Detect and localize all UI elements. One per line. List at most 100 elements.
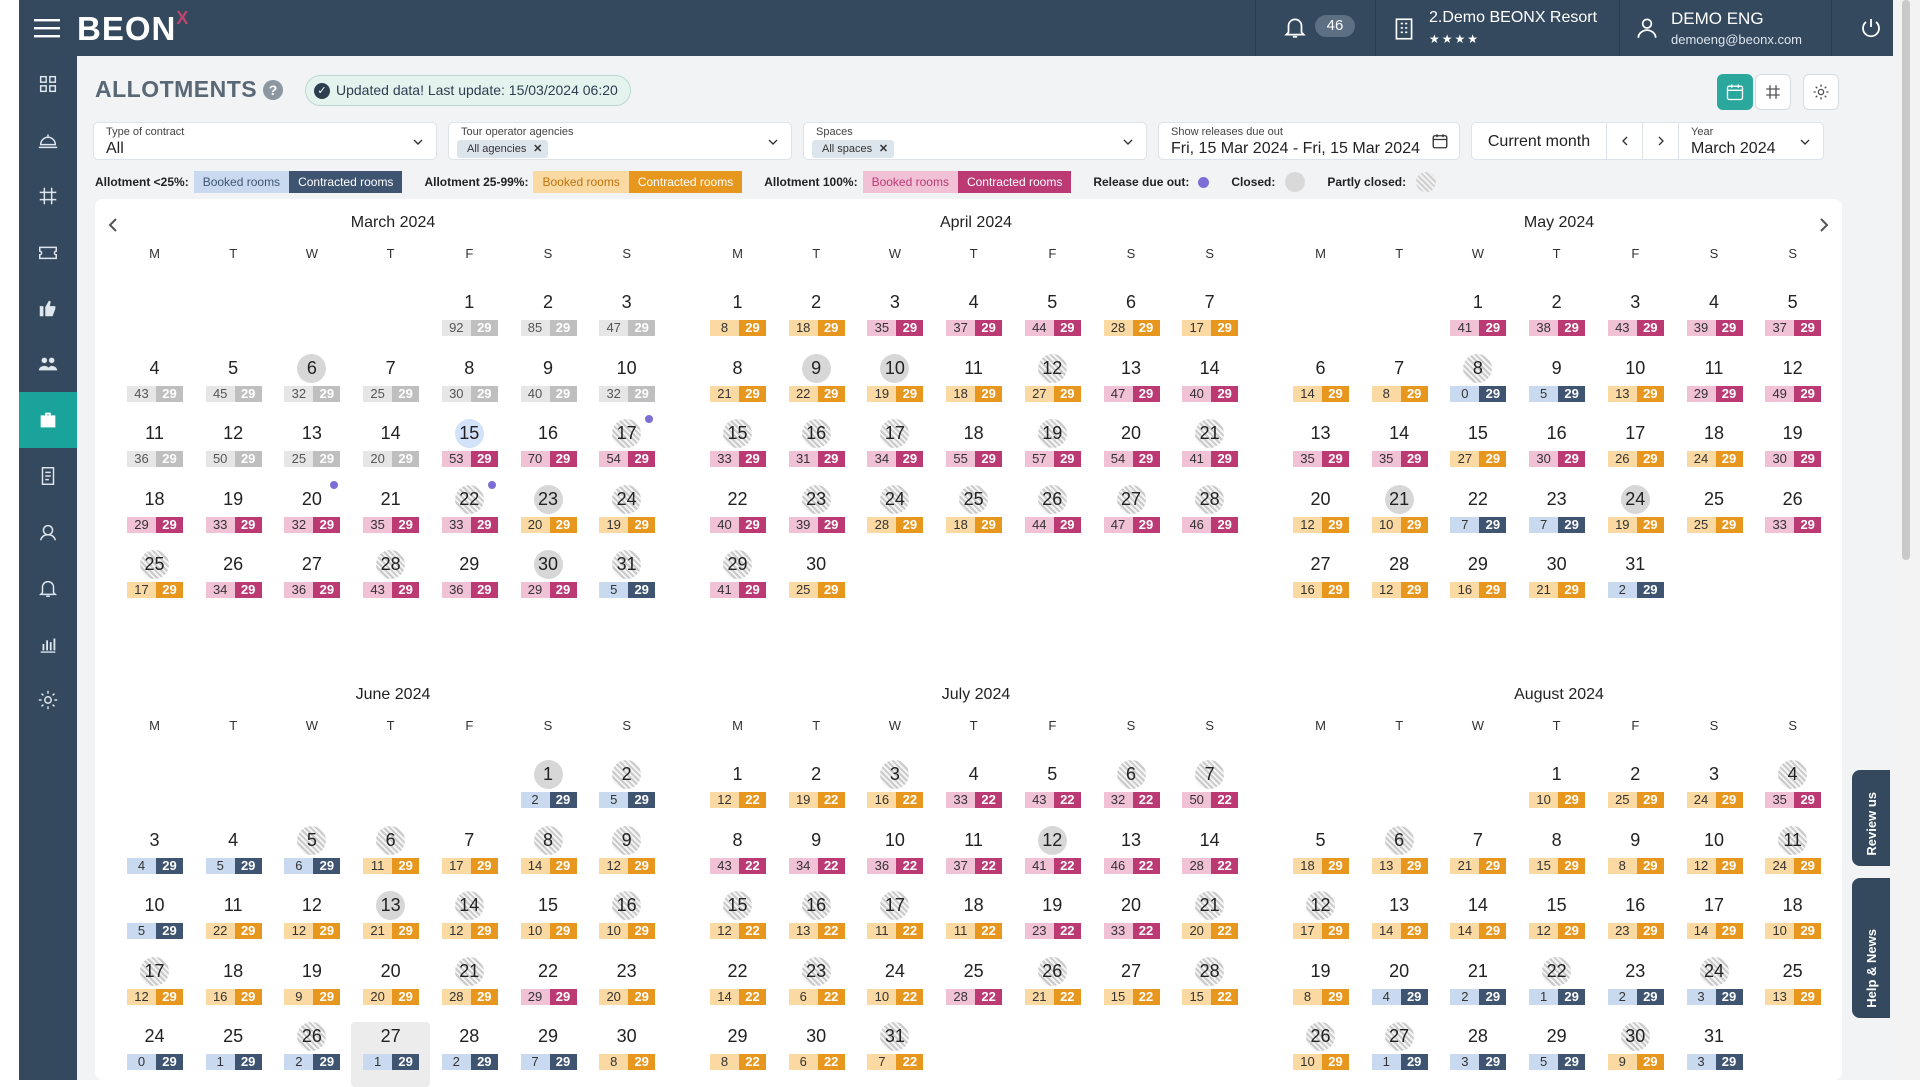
day-cell[interactable]: 28 3 29 (1438, 1022, 1517, 1087)
day-cell[interactable]: 29 16 29 (1438, 550, 1517, 615)
sidebar-item-notifications[interactable] (19, 560, 77, 616)
help-news-tab[interactable]: Help & News (1852, 878, 1890, 1018)
day-cell[interactable]: 3 47 29 (587, 288, 666, 353)
day-cell[interactable]: 26 33 29 (1753, 485, 1832, 550)
day-cell[interactable]: 14 28 22 (1170, 826, 1249, 891)
day-cell[interactable]: 1 92 29 (430, 288, 509, 353)
day-cell[interactable]: 19 23 22 (1013, 891, 1092, 956)
day-cell[interactable]: 19 9 29 (272, 957, 351, 1022)
day-cell[interactable]: 9 5 29 (1517, 354, 1596, 419)
day-cell[interactable]: 26 34 29 (194, 550, 273, 615)
day-cell[interactable]: 3 35 29 (855, 288, 934, 353)
day-cell[interactable]: 23 7 29 (1517, 485, 1596, 550)
day-cell[interactable]: 26 21 22 (1013, 956, 1092, 1022)
day-cell[interactable]: 15 33 29 (698, 419, 777, 484)
day-cell[interactable]: 10 5 29 (115, 891, 194, 956)
day-cell[interactable]: 24 19 29 (1596, 484, 1675, 550)
day-cell[interactable]: 10 36 22 (855, 826, 934, 891)
prev-month-button[interactable] (1606, 122, 1643, 160)
sidebar-item-offers[interactable] (19, 224, 77, 280)
notification-count-badge[interactable]: 46 (1315, 15, 1355, 37)
day-cell[interactable]: 1 41 29 (1438, 288, 1517, 353)
chevron-left-icon[interactable] (101, 213, 125, 237)
day-cell[interactable]: 12 49 29 (1753, 354, 1832, 419)
day-cell[interactable]: 25 18 29 (934, 484, 1013, 550)
day-cell[interactable]: 5 44 29 (1013, 288, 1092, 353)
day-cell[interactable]: 2 5 29 (587, 760, 666, 825)
day-cell[interactable]: 17 54 29 (587, 415, 666, 484)
day-cell[interactable]: 16 70 29 (509, 419, 588, 484)
close-icon[interactable]: ✕ (533, 143, 543, 155)
day-cell[interactable]: 21 41 29 (1170, 419, 1249, 484)
day-cell[interactable]: 25 17 29 (115, 550, 194, 615)
day-cell[interactable]: 8 30 29 (430, 354, 509, 419)
day-cell[interactable]: 9 22 29 (777, 353, 856, 419)
day-cell[interactable]: 28 43 29 (351, 550, 430, 615)
day-cell[interactable]: 13 47 29 (1092, 354, 1171, 419)
day-cell[interactable]: 14 40 29 (1170, 354, 1249, 419)
bell-icon[interactable] (1282, 14, 1308, 40)
app-logo[interactable]: BEONX (77, 8, 190, 47)
day-cell[interactable]: 26 44 29 (1013, 484, 1092, 550)
day-cell[interactable]: 11 24 29 (1753, 825, 1832, 891)
day-cell[interactable]: 24 0 29 (115, 1022, 194, 1087)
sidebar-item-invoices[interactable] (19, 448, 77, 504)
day-cell[interactable]: 18 55 29 (934, 419, 1013, 484)
contract-type-select[interactable]: Type of contract All (93, 122, 437, 160)
spaces-chip[interactable]: All spaces ✕ (812, 140, 895, 158)
day-cell[interactable]: 20 54 29 (1092, 419, 1171, 484)
grid-view-button[interactable] (1755, 74, 1791, 110)
day-cell[interactable]: 6 28 29 (1092, 288, 1171, 353)
day-cell[interactable]: 3 24 29 (1675, 760, 1754, 825)
calendar-view-button[interactable] (1717, 74, 1753, 110)
day-cell[interactable]: 9 8 29 (1596, 826, 1675, 891)
day-cell[interactable]: 17 34 29 (855, 419, 934, 484)
day-cell[interactable]: 27 36 29 (272, 550, 351, 615)
calendar-icon[interactable] (1431, 132, 1449, 150)
day-cell[interactable]: 10 12 29 (1675, 826, 1754, 891)
day-cell[interactable]: 16 13 22 (777, 891, 856, 956)
day-cell[interactable]: 22 33 29 (430, 480, 509, 550)
day-cell[interactable]: 22 14 22 (698, 957, 777, 1022)
day-cell[interactable]: 1 8 29 (698, 288, 777, 353)
day-cell[interactable]: 8 21 29 (698, 354, 777, 419)
day-cell[interactable]: 31 2 29 (1596, 550, 1675, 615)
day-cell[interactable]: 15 12 29 (1517, 891, 1596, 956)
day-cell[interactable]: 23 2 29 (1596, 957, 1675, 1022)
day-cell[interactable]: 27 16 29 (1281, 550, 1360, 615)
day-cell[interactable]: 17 12 29 (115, 956, 194, 1022)
day-cell[interactable]: 15 10 29 (509, 891, 588, 956)
day-cell[interactable]: 23 20 29 (587, 957, 666, 1022)
day-cell[interactable]: 13 35 29 (1281, 419, 1360, 484)
day-cell[interactable]: 6 32 29 (272, 353, 351, 419)
day-cell[interactable]: 28 12 29 (1360, 550, 1439, 615)
day-cell[interactable]: 7 21 29 (1438, 826, 1517, 891)
review-us-tab[interactable]: Review us (1852, 770, 1890, 866)
day-cell[interactable]: 2 25 29 (1596, 760, 1675, 825)
day-cell[interactable]: 7 50 22 (1170, 760, 1249, 825)
day-cell[interactable]: 21 2 29 (1438, 957, 1517, 1022)
day-cell[interactable]: 28 2 29 (430, 1022, 509, 1087)
agencies-select[interactable]: Tour operator agencies All agencies ✕ (448, 122, 792, 160)
day-cell[interactable]: 21 35 29 (351, 485, 430, 550)
day-cell[interactable]: 7 17 29 (1170, 288, 1249, 353)
day-cell[interactable]: 8 0 29 (1438, 353, 1517, 419)
day-cell[interactable]: 18 16 29 (194, 957, 273, 1022)
day-cell[interactable]: 20 33 22 (1092, 891, 1171, 956)
day-cell[interactable]: 1 2 29 (509, 760, 588, 825)
day-cell[interactable]: 21 20 22 (1170, 891, 1249, 956)
day-cell[interactable]: 24 3 29 (1675, 956, 1754, 1022)
day-cell[interactable]: 3 16 22 (855, 760, 934, 825)
day-cell[interactable]: 1 10 29 (1517, 760, 1596, 825)
day-cell[interactable]: 29 41 29 (698, 550, 777, 615)
sidebar-item-reports[interactable] (19, 616, 77, 672)
day-cell[interactable]: 12 50 29 (194, 419, 273, 484)
day-cell[interactable]: 6 32 22 (1092, 760, 1171, 825)
release-date-range-input[interactable]: Show releases due out Fri, 15 Mar 2024 -… (1158, 122, 1460, 160)
day-cell[interactable]: 23 20 29 (509, 484, 588, 550)
sidebar-item-rates[interactable] (19, 168, 77, 224)
day-cell[interactable]: 31 7 22 (855, 1022, 934, 1087)
day-cell[interactable]: 12 41 22 (1013, 825, 1092, 891)
day-cell[interactable]: 18 10 29 (1753, 891, 1832, 956)
day-cell[interactable]: 13 25 29 (272, 419, 351, 484)
